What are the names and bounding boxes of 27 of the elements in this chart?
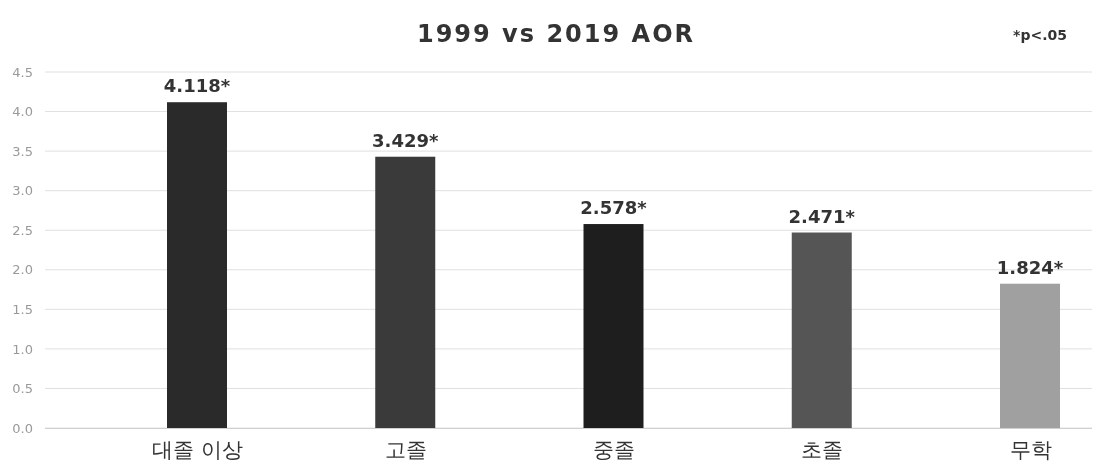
data-label: 4.118* <box>163 75 231 97</box>
bar <box>1000 283 1060 428</box>
x-tick-label: 고졸 <box>384 437 427 462</box>
bar <box>375 156 436 428</box>
y-tick-label: 1.5 <box>12 301 33 317</box>
y-tick-label: 1.0 <box>12 341 33 357</box>
x-tick-label: 중졸 <box>593 437 635 462</box>
y-tick-label: 0.5 <box>12 381 33 397</box>
y-tick-label: 3.5 <box>12 143 33 159</box>
x-tick-label: 초졸 <box>801 437 844 462</box>
y-tick-label: 0.0 <box>12 420 33 436</box>
data-label: 2.578* <box>580 197 648 219</box>
data-label: 2.471* <box>788 205 856 227</box>
bar <box>583 224 644 428</box>
y-tick-label: 2.0 <box>12 262 33 278</box>
y-tick-label: 3.0 <box>12 183 33 199</box>
chart-title: 1999 vs 2019 AOR <box>416 20 696 48</box>
x-tick-label: 대졸 이상 <box>152 437 243 462</box>
data-label: 1.824* <box>996 256 1064 278</box>
data-label: 3.429* <box>372 129 440 151</box>
bar <box>791 232 852 428</box>
x-tick-label: 무학 <box>1009 437 1052 462</box>
y-tick-label: 4.0 <box>12 104 33 120</box>
bar <box>167 102 227 428</box>
y-tick-label: 4.5 <box>12 64 33 80</box>
y-tick-label: 2.5 <box>12 222 33 238</box>
text: *p<.05 <box>1013 27 1067 43</box>
